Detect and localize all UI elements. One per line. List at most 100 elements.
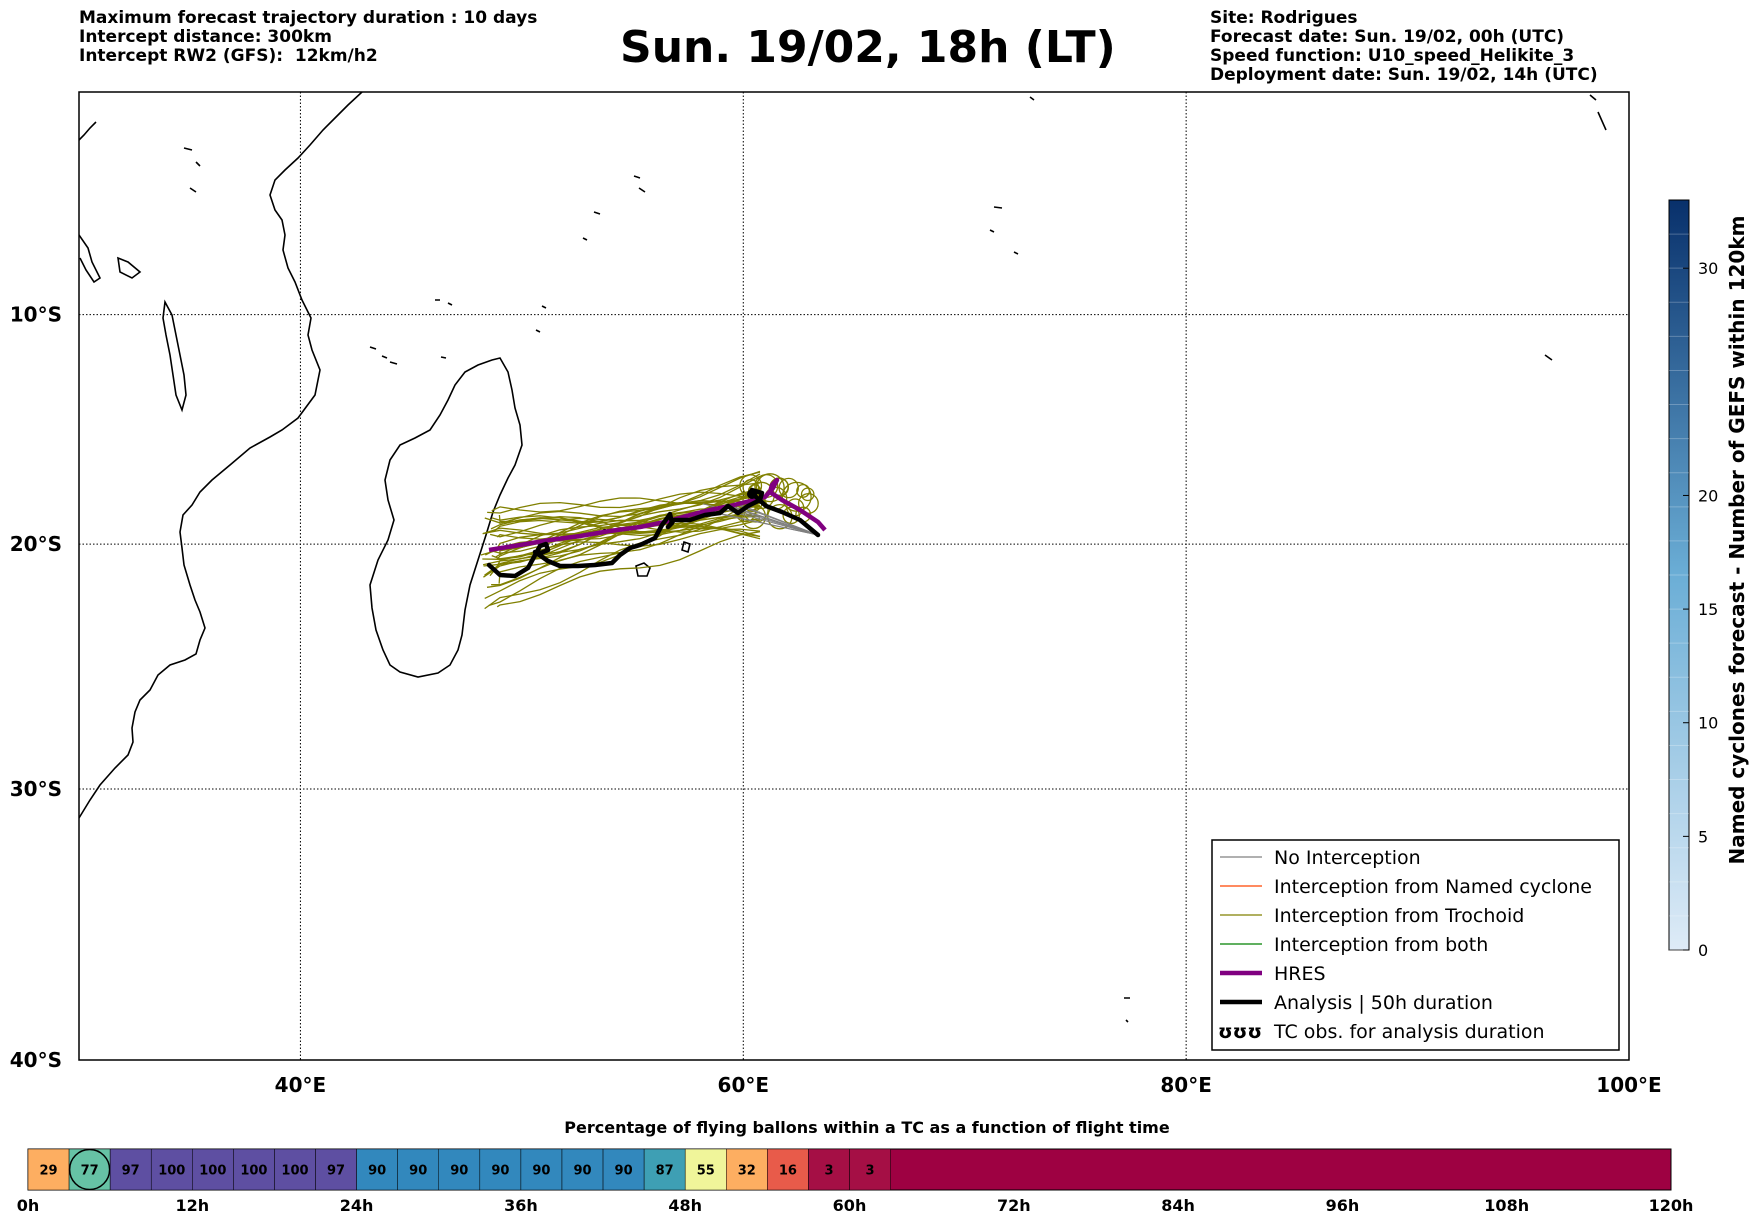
header-right: Site: Rodrigues Forecast date: Sun. 19/02… xyxy=(1210,9,1598,85)
forecast-date-text: Forecast date: Sun. 19/02, 00h (UTC) xyxy=(1210,27,1565,47)
timeline-tick-label: 36h xyxy=(504,1196,538,1215)
timeline-cell: 100 xyxy=(150,1148,193,1191)
lake-nyasa xyxy=(162,299,187,413)
trochoid-trajectory xyxy=(493,500,761,533)
timeline-cell-fill xyxy=(849,1148,891,1191)
legend-frame xyxy=(1211,839,1620,1051)
colorbar-tick-label: 0 xyxy=(1698,941,1708,960)
trochoid-trajectory xyxy=(496,531,761,608)
trochoid-trajectory xyxy=(491,489,761,513)
timeline-cell-fill xyxy=(274,1148,316,1191)
mauritius-island xyxy=(681,540,691,554)
timeline-cell-fill xyxy=(808,1148,850,1191)
intercept-distance-text: Intercept distance: 300km xyxy=(79,27,332,47)
timeline-cell: 87 xyxy=(643,1148,686,1191)
legend-label: Interception from Named cyclone xyxy=(1274,876,1592,898)
timeline-cell: 100 xyxy=(192,1148,234,1191)
timeline-cell-value: 100 xyxy=(240,1164,267,1179)
timeline-cells: 29 77 97 100 100 100 100 97 90 90 90 90 90 90 90 87 55 32… xyxy=(27,1148,1672,1191)
timeline-cell-value: 90 xyxy=(532,1164,550,1179)
timeline-tick-label: 120h xyxy=(1649,1196,1694,1215)
timeline-cell-fill xyxy=(602,1148,645,1191)
lake-victoria xyxy=(117,256,142,279)
timeline-tick-label: 0h xyxy=(17,1196,40,1215)
seychelles xyxy=(582,175,646,241)
timeline-ticks: 0h 12h 24h 36h 48h 60h 72h 84h 96h 108h 120h xyxy=(17,1196,1694,1215)
timeline-cell-fill xyxy=(438,1148,481,1191)
lon-tick-label: 40°E xyxy=(275,1073,327,1097)
legend-item: Interception from both xyxy=(1220,934,1488,956)
timeline-cell: 16 xyxy=(767,1148,809,1191)
legend-item: Analysis | 50h duration xyxy=(1220,992,1493,1014)
timeline-cell-fill xyxy=(561,1148,604,1191)
trajectories xyxy=(480,470,827,610)
legend: No Interception Interception from Named c… xyxy=(1211,839,1620,1051)
trochoid-trajectory xyxy=(484,496,761,610)
timeline-cell-fill xyxy=(109,1148,152,1191)
timeline-cell-fill xyxy=(767,1148,809,1191)
timeline-cell: 77 xyxy=(68,1148,111,1191)
legend-item: ʊʊʊ TC obs. for analysis duration xyxy=(1218,1021,1545,1043)
timeline-cell: 55 xyxy=(684,1148,727,1191)
timeline-cell: 3 xyxy=(849,1148,891,1191)
timeline-cell: 29 xyxy=(27,1148,70,1191)
colorbar-bar xyxy=(1668,199,1690,951)
max-duration-text: Maximum forecast trajectory duration : 1… xyxy=(79,8,538,28)
legend-label: No Interception xyxy=(1274,847,1421,869)
lat-tick-label: 20°S xyxy=(10,532,62,556)
timeline-cell-value: 90 xyxy=(573,1164,591,1179)
colorbar-bands xyxy=(1669,233,1689,951)
colorbar-tick-label: 20 xyxy=(1698,486,1718,505)
trochoid-loop xyxy=(781,481,812,512)
legend-label: Interception from Trochoid xyxy=(1274,905,1524,927)
timeline: Percentage of flying ballons within a TC… xyxy=(17,1118,1694,1215)
timeline-tick-label: 96h xyxy=(1326,1196,1360,1215)
timeline-cell: 100 xyxy=(274,1148,316,1191)
legend-label: Interception from both xyxy=(1274,934,1488,956)
trochoid-trajectory xyxy=(487,491,761,514)
timeline-cell-fill xyxy=(315,1148,357,1191)
africa-coastline xyxy=(79,92,363,819)
arabia-coastline xyxy=(79,121,97,141)
lon-tick-label: 80°E xyxy=(1160,1073,1212,1097)
timeline-cell-value: 100 xyxy=(199,1164,226,1179)
lat-tick-label: 40°S xyxy=(10,1048,62,1072)
timeline-cell-fill xyxy=(397,1148,439,1191)
page-title: Sun. 19/02, 18h (LT) xyxy=(620,22,1116,73)
no-interception-trajectory xyxy=(739,505,819,536)
trochoid-trajectory xyxy=(496,518,761,540)
lon-tick-label: 60°E xyxy=(718,1073,770,1097)
legend-item: No Interception xyxy=(1220,847,1421,869)
speed-function-text: Speed function: U10_speed_Helikite_3 xyxy=(1210,46,1575,66)
timeline-cell-value: 90 xyxy=(409,1164,427,1179)
legend-item: Interception from Named cyclone xyxy=(1220,876,1592,898)
coastlines xyxy=(79,92,1607,1023)
legend-label: HRES xyxy=(1274,963,1326,985)
reunion-island xyxy=(635,562,651,577)
colorbar-tick-label: 10 xyxy=(1698,714,1718,733)
timeline-cell-value: 90 xyxy=(450,1164,468,1179)
no-interception-trajectory xyxy=(722,514,819,536)
timeline-tick-label: 48h xyxy=(668,1196,702,1215)
lake-tanganyika xyxy=(79,234,102,284)
lat-tick-label: 30°S xyxy=(10,777,62,801)
timeline-cell-value: 3 xyxy=(824,1164,833,1179)
timeline-cell: 90 xyxy=(438,1148,481,1191)
timeline-cell-fill xyxy=(233,1148,275,1191)
timeline-cell-value: 16 xyxy=(779,1164,797,1179)
analysis-trajectory xyxy=(486,487,821,579)
colorbar-tick-label: 15 xyxy=(1698,600,1718,619)
timeline-cell: 90 xyxy=(356,1148,398,1191)
timeline-tick-label: 60h xyxy=(833,1196,867,1215)
timeline-cell: 90 xyxy=(397,1148,439,1191)
timeline-cell-value: 100 xyxy=(158,1164,185,1179)
small-islands-west xyxy=(183,147,607,531)
header-left: Maximum forecast trajectory duration : 1… xyxy=(79,9,537,66)
timeline-tick-label: 108h xyxy=(1484,1196,1529,1215)
timeline-cell-value: 87 xyxy=(656,1164,674,1179)
colorbar-label: Named cyclones forecast - Number of GEFS… xyxy=(1725,216,1749,865)
timeline-cell-fill xyxy=(356,1148,398,1191)
timeline-title: Percentage of flying ballons within a TC… xyxy=(564,1118,1170,1137)
legend-label: TC obs. for analysis duration xyxy=(1273,1021,1545,1043)
